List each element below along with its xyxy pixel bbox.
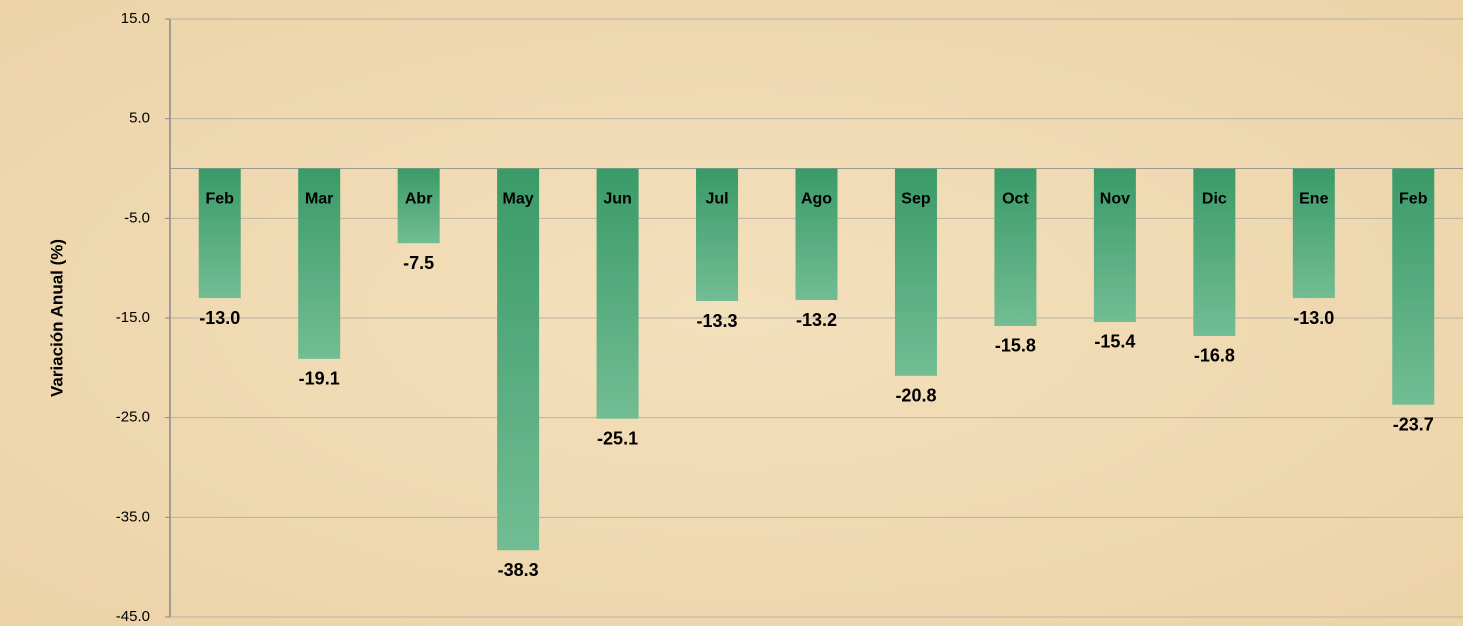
value-label: -15.4 [1094,332,1135,352]
x-tick-label: Feb [1399,191,1428,208]
bar [696,168,739,302]
y-tick-label: -25.0 [116,409,150,426]
value-label: -38.3 [498,560,539,580]
value-label: -16.8 [1194,346,1235,366]
y-tick-label: 15.0 [121,10,150,27]
y-tick-label: -35.0 [116,508,150,525]
x-tick-label: Oct [1002,191,1029,208]
bar [596,168,639,419]
bar [994,168,1037,326]
y-tick-label: -45.0 [116,608,150,625]
bar [894,168,937,376]
y-axis-label: Variación Anual (%) [47,239,66,397]
y-tick-label: -5.0 [124,209,150,226]
bar [497,168,540,551]
bar [1093,168,1136,322]
bar [298,168,341,359]
value-label: -25.1 [597,428,638,448]
bar [1193,168,1236,336]
x-tick-label: Ago [801,191,832,208]
value-label: -13.0 [1293,308,1334,328]
value-label: -13.2 [796,310,837,330]
x-tick-label: Mar [305,191,333,208]
value-label: -23.7 [1393,414,1434,434]
value-label: -19.1 [299,369,340,389]
x-tick-label: May [503,191,534,208]
x-tick-label: Feb [206,191,235,208]
value-label: -13.3 [697,311,738,331]
value-label: -15.8 [995,336,1036,356]
y-tick-label: 5.0 [129,110,150,127]
bar [795,168,838,301]
x-tick-label: Nov [1100,191,1130,208]
x-tick-label: Abr [405,191,433,208]
y-tick-label: -15.0 [116,309,150,326]
x-tick-label: Dic [1202,191,1227,208]
bar [1292,168,1335,299]
value-label: -7.5 [403,253,434,273]
bar [1392,168,1435,405]
value-label: -13.0 [199,308,240,328]
bar [397,168,440,244]
x-tick-label: Jun [603,191,631,208]
x-tick-label: Ene [1299,191,1328,208]
value-label: -20.8 [895,386,936,406]
x-tick-label: Sep [901,191,931,208]
bar [198,168,241,299]
x-tick-label: Jul [705,191,728,208]
